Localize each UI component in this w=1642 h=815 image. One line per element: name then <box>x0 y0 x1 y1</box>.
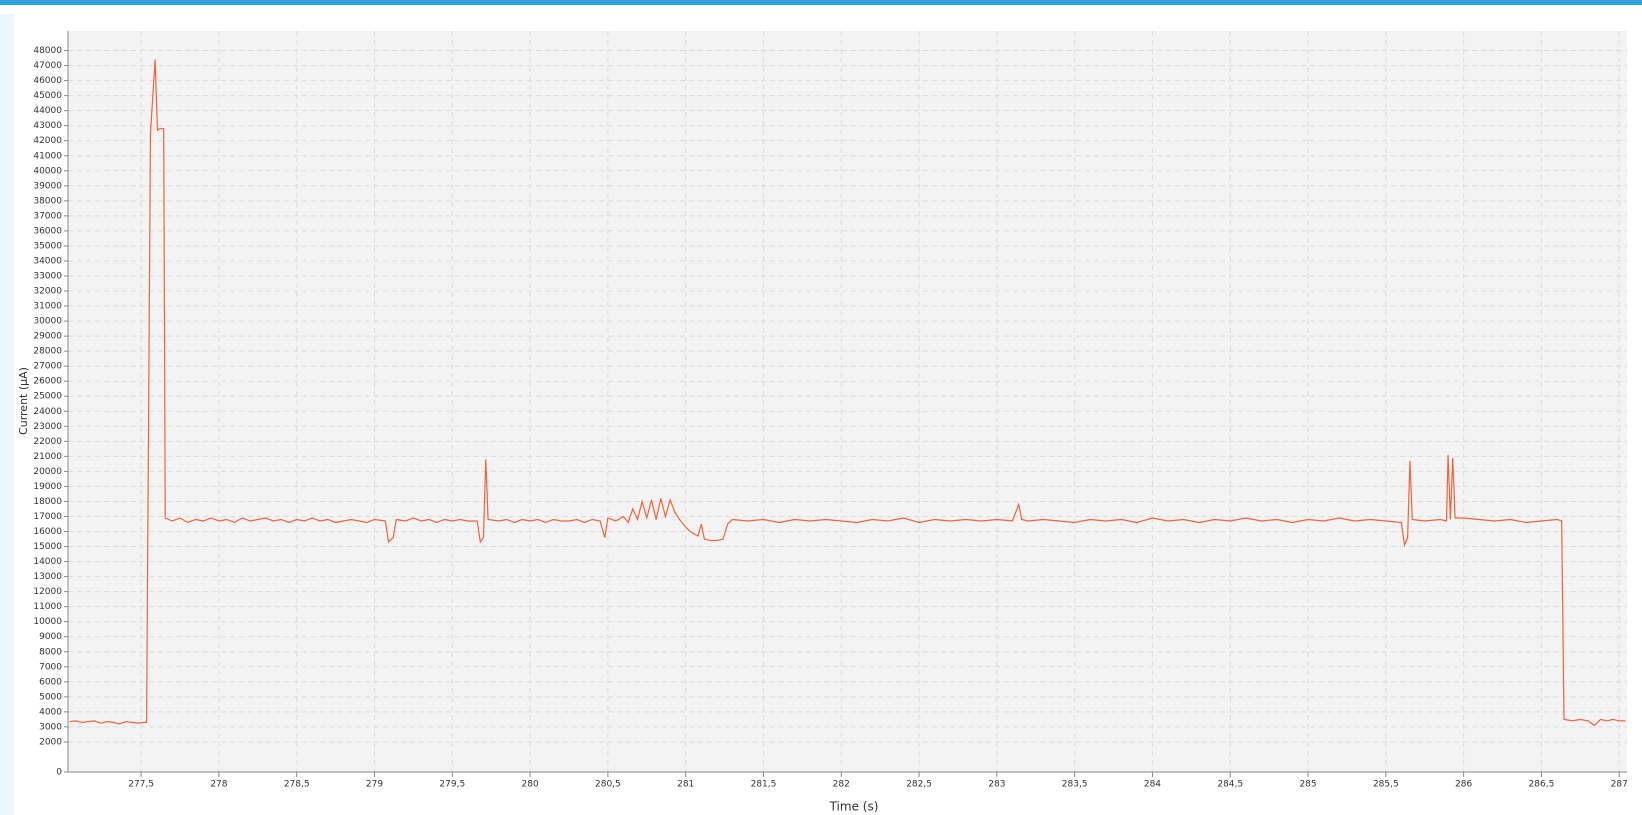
x-tick-label: 279,5 <box>439 780 465 790</box>
y-tick-label: 26000 <box>33 377 62 387</box>
plot-area <box>68 31 1627 772</box>
y-tick-label: 46000 <box>33 76 62 86</box>
y-tick-label: 33000 <box>33 271 62 281</box>
y-tick-label: 11000 <box>33 602 62 612</box>
x-tick-label: 286,5 <box>1529 780 1555 790</box>
x-tick-label: 279 <box>366 780 383 790</box>
x-axis-title: Time (s) <box>829 800 879 814</box>
y-tick-label: 8000 <box>39 647 62 657</box>
y-tick-label: 35000 <box>33 241 62 251</box>
side-panel <box>0 14 14 815</box>
grid <box>68 31 1627 773</box>
y-tick-label: 28000 <box>33 347 62 357</box>
y-tick-label: 45000 <box>33 91 62 101</box>
y-tick-label: 13000 <box>33 572 62 582</box>
y-axis-title: Current (µA) <box>17 367 30 435</box>
y-tick-label: 37000 <box>33 211 62 221</box>
y-tick-label: 15000 <box>33 542 62 552</box>
y-tick-label: 23000 <box>33 422 62 432</box>
x-tick-label: 284,5 <box>1217 780 1243 790</box>
x-tick-label: 284 <box>1144 780 1161 790</box>
y-tick-label: 16000 <box>33 527 62 537</box>
x-tick-label: 280 <box>522 780 539 790</box>
y-tick-label: 34000 <box>33 256 62 266</box>
y-tick-label: 27000 <box>33 362 62 372</box>
y-tick-label: 12000 <box>33 587 62 597</box>
y-tick-label: 24000 <box>33 407 62 417</box>
y-tick-label: 17000 <box>33 512 62 522</box>
y-tick-label: 20000 <box>33 467 62 477</box>
y-tick-label: 10000 <box>33 617 62 627</box>
data-line <box>69 59 1626 727</box>
top-bar <box>0 0 1642 5</box>
y-tick-label: 41000 <box>33 151 62 161</box>
y-tick-label: 30000 <box>33 317 62 327</box>
y-tick-label: 42000 <box>33 136 62 146</box>
y-tick-label: 22000 <box>33 437 62 447</box>
x-tick-label: 277,5 <box>128 780 154 790</box>
y-tick-label: 0 <box>56 768 62 778</box>
x-tick-label: 285,5 <box>1373 780 1399 790</box>
x-tick-label: 282,5 <box>906 780 932 790</box>
y-tick-label: 2000 <box>39 737 62 747</box>
y-tick-label: 5000 <box>39 692 62 702</box>
y-tick-label: 39000 <box>33 181 62 191</box>
y-tick-label: 3000 <box>39 722 62 732</box>
y-tick-label: 44000 <box>33 106 62 116</box>
y-tick-label: 47000 <box>33 61 62 71</box>
x-tick-label: 278 <box>210 780 227 790</box>
y-tick-label: 40000 <box>33 166 62 176</box>
x-tick-label: 282 <box>833 780 850 790</box>
x-tick-label: 283,5 <box>1062 780 1088 790</box>
x-tick-label: 286 <box>1455 780 1472 790</box>
y-tick-label: 7000 <box>39 662 62 672</box>
y-tick-label: 19000 <box>33 482 62 492</box>
x-tick-label: 280,5 <box>595 780 621 790</box>
x-tick-label: 281 <box>677 780 694 790</box>
y-tick-label: 31000 <box>33 302 62 312</box>
y-tick-label: 14000 <box>33 557 62 567</box>
x-tick-label: 278,5 <box>284 780 310 790</box>
y-tick-label: 21000 <box>33 452 62 462</box>
y-tick-label: 9000 <box>39 632 62 642</box>
x-tick-label: 283 <box>988 780 1005 790</box>
x-tick-label: 285 <box>1299 780 1316 790</box>
y-tick-label: 4000 <box>39 707 62 717</box>
y-tick-label: 18000 <box>33 497 62 507</box>
y-tick-label: 48000 <box>33 46 62 56</box>
y-tick-label: 25000 <box>33 392 62 402</box>
x-tick-label: 287 <box>1611 780 1628 790</box>
y-tick-label: 36000 <box>33 226 62 236</box>
y-tick-label: 32000 <box>33 287 62 297</box>
x-tick-label: 281,5 <box>751 780 777 790</box>
y-tick-label: 6000 <box>39 677 62 687</box>
y-tick-label: 29000 <box>33 332 62 342</box>
y-tick-label: 43000 <box>33 121 62 131</box>
y-tick-label: 38000 <box>33 196 62 206</box>
